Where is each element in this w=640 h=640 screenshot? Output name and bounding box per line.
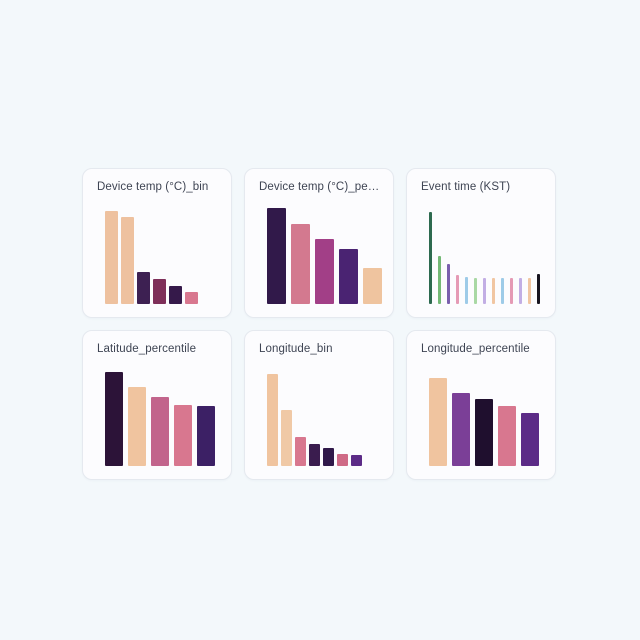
chart-card-device-temp-bin[interactable]: Device temp (°C)_bin bbox=[82, 168, 232, 318]
chart-card-longitude-bin[interactable]: Longitude_bin bbox=[244, 330, 394, 480]
bar[interactable] bbox=[510, 278, 513, 304]
chart-card-device-temp-percentile[interactable]: Device temp (°C)_perc… bbox=[244, 168, 394, 318]
chart-grid: Device temp (°C)_bin Device temp (°C)_pe… bbox=[82, 168, 556, 480]
bar-chart bbox=[259, 208, 382, 304]
chart-title: Device temp (°C)_bin bbox=[97, 181, 209, 193]
bar[interactable] bbox=[105, 210, 118, 304]
bar[interactable] bbox=[429, 211, 432, 304]
bar[interactable] bbox=[121, 216, 134, 304]
bar[interactable] bbox=[351, 455, 362, 466]
bar[interactable] bbox=[519, 278, 522, 304]
chart-card-longitude-percentile[interactable]: Longitude_percentile bbox=[406, 330, 556, 480]
chart-title: Longitude_bin bbox=[259, 343, 333, 355]
bar[interactable] bbox=[169, 285, 182, 304]
bar[interactable] bbox=[295, 437, 306, 466]
bar[interactable] bbox=[315, 238, 334, 304]
bar[interactable] bbox=[151, 396, 169, 466]
bar[interactable] bbox=[537, 274, 540, 304]
bar[interactable] bbox=[267, 208, 286, 304]
bar[interactable] bbox=[528, 278, 531, 304]
bar-chart bbox=[421, 208, 543, 304]
bar-chart bbox=[97, 208, 219, 304]
bar[interactable] bbox=[475, 398, 493, 466]
bar[interactable] bbox=[363, 268, 382, 304]
bar-chart bbox=[259, 370, 381, 466]
bar[interactable] bbox=[185, 292, 198, 304]
chart-card-latitude-percentile[interactable]: Latitude_percentile bbox=[82, 330, 232, 480]
bar[interactable] bbox=[281, 410, 292, 466]
bar[interactable] bbox=[483, 278, 486, 304]
bar-chart bbox=[421, 370, 543, 466]
chart-title: Device temp (°C)_perc… bbox=[259, 181, 381, 193]
bar[interactable] bbox=[323, 447, 334, 466]
bar[interactable] bbox=[521, 413, 539, 466]
bar[interactable] bbox=[474, 278, 477, 304]
bar[interactable] bbox=[309, 443, 320, 466]
bar[interactable] bbox=[128, 387, 146, 466]
bar[interactable] bbox=[337, 453, 348, 466]
bar[interactable] bbox=[452, 393, 470, 466]
bar[interactable] bbox=[153, 279, 166, 304]
bar[interactable] bbox=[291, 224, 310, 304]
bar[interactable] bbox=[438, 256, 441, 304]
chart-title: Longitude_percentile bbox=[421, 343, 530, 355]
bar[interactable] bbox=[501, 278, 504, 304]
bar[interactable] bbox=[498, 406, 516, 466]
bar[interactable] bbox=[197, 406, 215, 466]
bar[interactable] bbox=[456, 275, 459, 304]
bar[interactable] bbox=[267, 373, 278, 466]
chart-title: Latitude_percentile bbox=[97, 343, 197, 355]
chart-card-event-time-kst[interactable]: Event time (KST) bbox=[406, 168, 556, 318]
bar[interactable] bbox=[339, 249, 358, 304]
bar[interactable] bbox=[492, 278, 495, 304]
bar[interactable] bbox=[465, 277, 468, 304]
bar[interactable] bbox=[429, 377, 447, 466]
bar[interactable] bbox=[447, 263, 450, 304]
bar[interactable] bbox=[105, 371, 123, 466]
bar[interactable] bbox=[174, 404, 192, 466]
chart-title: Event time (KST) bbox=[421, 181, 511, 193]
bar[interactable] bbox=[137, 272, 150, 304]
bar-chart bbox=[97, 370, 219, 466]
